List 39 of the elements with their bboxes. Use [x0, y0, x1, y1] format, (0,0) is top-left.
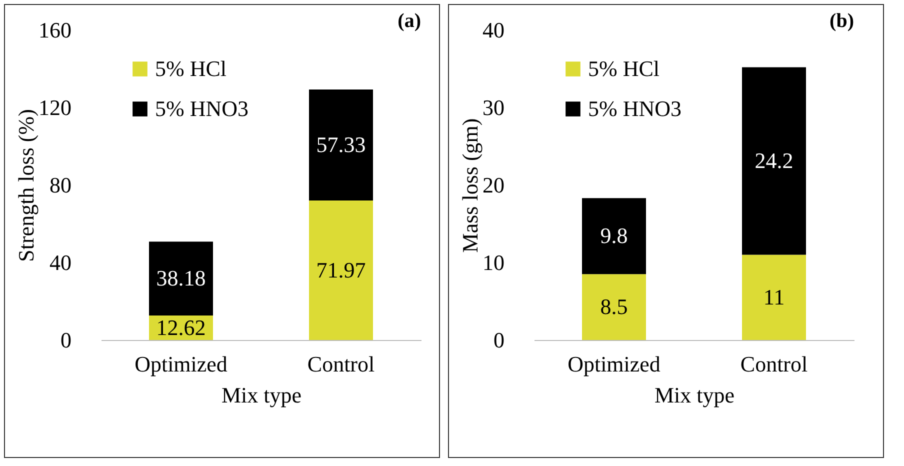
- y-tick-label: 10: [482, 250, 504, 275]
- bar: [742, 67, 806, 255]
- x-tick-label: Control: [307, 352, 375, 376]
- data-label: 9.8: [600, 223, 628, 248]
- y-axis-title: Strength loss (%): [14, 109, 38, 262]
- x-axis-title: Mix type: [221, 382, 302, 408]
- x-tick-label: Optimized: [134, 352, 228, 376]
- legend-label: 5% HNO3: [588, 96, 682, 121]
- legend-label: 5% HCl: [155, 56, 226, 81]
- bar: [582, 198, 646, 274]
- bar: [582, 274, 646, 340]
- data-label: 8.5: [600, 294, 628, 320]
- bar: [309, 89, 373, 201]
- y-axis-title: Mass loss (gm): [458, 118, 482, 253]
- y-tick-label: 160: [38, 18, 72, 42]
- chart-title: (a): [398, 10, 421, 32]
- y-tick-label: 30: [482, 95, 504, 120]
- y-tick-label: 40: [482, 18, 504, 42]
- x-axis-title: Mix type: [654, 382, 735, 408]
- y-tick-label: 20: [482, 172, 504, 198]
- bar: [309, 200, 373, 340]
- y-tick-label: 80: [50, 172, 72, 198]
- data-label: 71.97: [316, 257, 366, 282]
- bar: [149, 242, 213, 316]
- x-tick-label: Control: [740, 352, 808, 376]
- data-label: 57.33: [316, 132, 366, 158]
- y-tick-label: 0: [60, 328, 72, 352]
- data-label: 12.62: [156, 314, 206, 340]
- legend-label: 5% HNO3: [155, 96, 248, 121]
- data-label: 38.18: [156, 266, 206, 291]
- chart-title: (b): [830, 10, 854, 32]
- x-tick-label: Optimized: [568, 352, 660, 376]
- y-tick-label: 0: [494, 328, 504, 352]
- y-tick-label: 120: [38, 95, 72, 120]
- y-tick-label: 40: [50, 250, 72, 275]
- legend-label: 5% HCl: [588, 56, 660, 81]
- data-label: 11: [763, 284, 785, 310]
- data-label: 24.2: [754, 148, 794, 173]
- bar: [742, 254, 806, 340]
